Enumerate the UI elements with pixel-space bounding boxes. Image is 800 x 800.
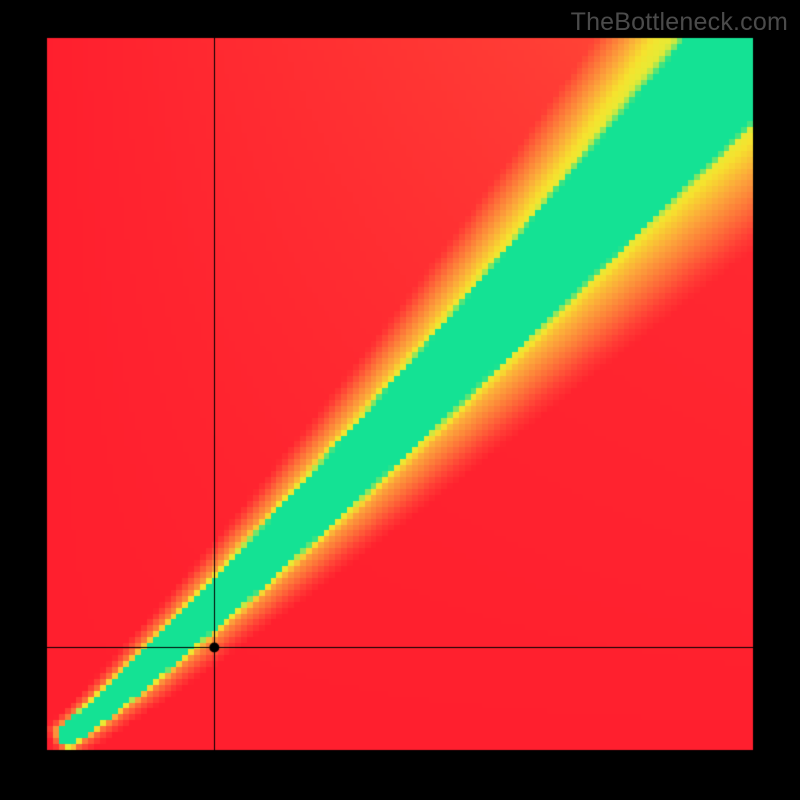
heatmap-canvas — [0, 0, 800, 800]
watermark-text: TheBottleneck.com — [571, 8, 788, 37]
chart-container: TheBottleneck.com — [0, 0, 800, 800]
